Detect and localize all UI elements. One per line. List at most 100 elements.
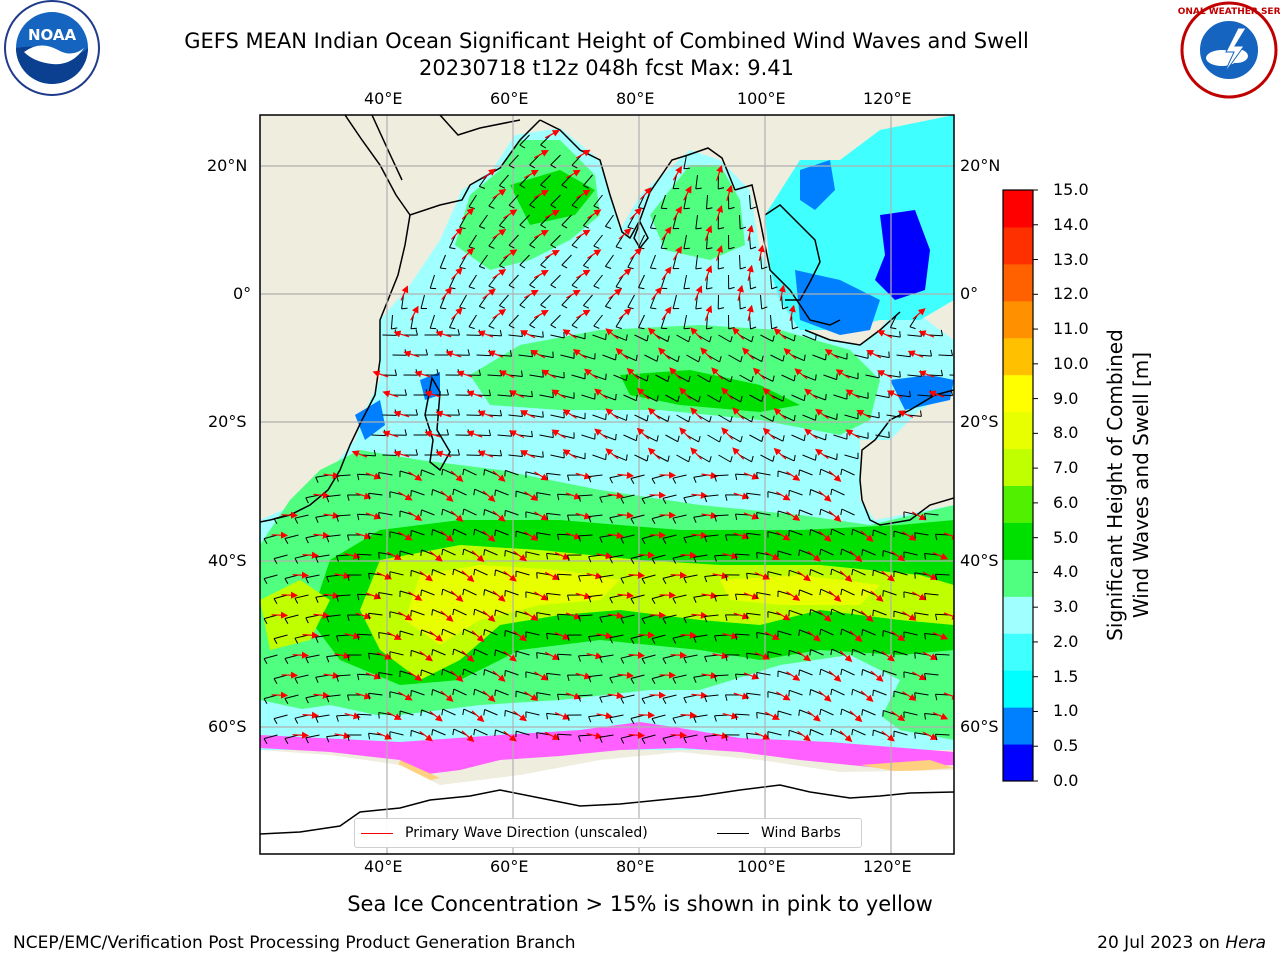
wind-barb bbox=[588, 474, 603, 478]
wave-direction-arrow bbox=[440, 530, 454, 542]
wind-barb-feather bbox=[683, 697, 687, 704]
wind-barb bbox=[914, 652, 929, 656]
wave-direction-arrow bbox=[732, 327, 745, 340]
legend-item-wind-barbs: Wind Barbs bbox=[717, 819, 841, 847]
wind-barb bbox=[442, 468, 456, 476]
wave-direction-arrow bbox=[533, 671, 549, 681]
wave-direction-arrow bbox=[355, 612, 372, 620]
wind-barb bbox=[561, 254, 572, 266]
wind-barb bbox=[518, 354, 533, 358]
wave-direction-arrow bbox=[477, 450, 494, 458]
wind-barb-feather bbox=[735, 634, 738, 641]
wind-barb bbox=[672, 514, 687, 519]
wind-barb bbox=[529, 154, 540, 166]
wind-barb bbox=[739, 294, 741, 310]
lon-tick-top: 40°E bbox=[364, 89, 403, 108]
wind-barb bbox=[651, 474, 666, 480]
wind-barb bbox=[529, 194, 540, 206]
wind-barb bbox=[777, 510, 792, 516]
wind-barb bbox=[777, 630, 792, 636]
wind-barb bbox=[693, 594, 708, 598]
wind-barb-feather bbox=[815, 334, 817, 341]
wind-barb-feather bbox=[650, 307, 657, 310]
wind-barb bbox=[630, 554, 645, 559]
wind-barb bbox=[399, 470, 414, 476]
wave-direction-arrow bbox=[450, 670, 464, 682]
wind-barb-feather bbox=[646, 415, 649, 422]
wind-barb-feather bbox=[561, 184, 568, 189]
wave-direction-arrow bbox=[584, 368, 598, 380]
wind-barb bbox=[315, 514, 330, 518]
wind-barb-feather bbox=[836, 453, 838, 460]
wind-barb bbox=[831, 688, 845, 696]
wind-barb-feather bbox=[730, 416, 733, 423]
wave-direction-arrow bbox=[670, 731, 688, 739]
wind-barb bbox=[903, 711, 918, 716]
wave-direction-arrow bbox=[461, 207, 475, 220]
wind-barb-feather bbox=[546, 593, 548, 600]
wind-barb bbox=[655, 374, 669, 382]
wind-barb bbox=[924, 513, 939, 516]
wave-direction-arrow bbox=[575, 149, 591, 159]
wind-barb bbox=[508, 274, 519, 286]
wind-barb-feather bbox=[457, 449, 460, 456]
wind-barb bbox=[529, 334, 544, 338]
wave-direction-arrow bbox=[721, 427, 734, 440]
wind-barb-feather bbox=[457, 329, 460, 336]
wave-direction-arrow bbox=[397, 611, 413, 621]
wind-barb-feather bbox=[615, 246, 622, 250]
wave-direction-arrow bbox=[554, 552, 571, 560]
wave-direction-arrow bbox=[818, 690, 832, 702]
wind-barb-feather bbox=[627, 226, 634, 230]
wind-barb bbox=[799, 509, 813, 516]
wind-barb bbox=[672, 474, 687, 479]
wave-direction-arrow bbox=[691, 491, 709, 499]
wind-barb-feather bbox=[508, 324, 515, 329]
wave-direction-arrow bbox=[860, 690, 874, 702]
wind-barb bbox=[463, 668, 477, 676]
wind-barb bbox=[630, 674, 645, 679]
wave-direction-arrow bbox=[408, 671, 423, 681]
wind-barb-feather bbox=[336, 635, 339, 642]
wind-barb bbox=[368, 492, 383, 496]
wave-direction-arrow bbox=[786, 471, 801, 481]
wave-direction-arrow bbox=[629, 247, 643, 260]
wind-barb-feather bbox=[305, 697, 309, 704]
wind-barb bbox=[938, 354, 953, 357]
wave-direction-arrow bbox=[435, 450, 452, 458]
lon-tick-bottom: 40°E bbox=[364, 857, 403, 876]
wind-barb-feather bbox=[815, 414, 817, 421]
wind-barb-feather bbox=[730, 456, 733, 463]
wind-barb-feather bbox=[756, 512, 758, 519]
wind-barb bbox=[873, 569, 887, 576]
wind-barb-feather bbox=[695, 307, 702, 310]
wind-barb bbox=[886, 374, 901, 378]
wind-barb-feather bbox=[792, 326, 799, 330]
wind-barb-feather bbox=[815, 374, 817, 381]
wind-barb bbox=[767, 611, 782, 616]
wind-barb-feather bbox=[599, 657, 603, 663]
wind-barb-feather bbox=[830, 689, 833, 696]
wind-barb-feather bbox=[819, 589, 822, 596]
wave-direction-arrow bbox=[764, 711, 780, 720]
wind-barb-feather bbox=[746, 533, 748, 540]
wave-direction-arrow bbox=[323, 591, 340, 600]
wind-barb-feather bbox=[550, 164, 557, 169]
wind-barb bbox=[831, 648, 845, 656]
wave-direction-arrow bbox=[533, 310, 549, 319]
wind-barb bbox=[599, 654, 614, 658]
wind-barb bbox=[854, 434, 869, 439]
wind-barb-feather bbox=[504, 710, 506, 717]
wind-barb bbox=[620, 614, 635, 619]
wave-direction-arrow bbox=[649, 491, 667, 499]
wind-barb-feather bbox=[410, 690, 412, 697]
wind-barb bbox=[336, 514, 351, 517]
wind-barb-feather bbox=[609, 717, 613, 724]
wind-barb bbox=[683, 274, 687, 289]
wind-barb bbox=[875, 394, 890, 399]
wind-barb bbox=[683, 494, 698, 499]
wind-barb-feather bbox=[888, 431, 890, 438]
wind-barb-feather bbox=[284, 698, 289, 704]
wave-direction-arrow bbox=[824, 348, 839, 359]
wind-barb bbox=[638, 234, 645, 248]
